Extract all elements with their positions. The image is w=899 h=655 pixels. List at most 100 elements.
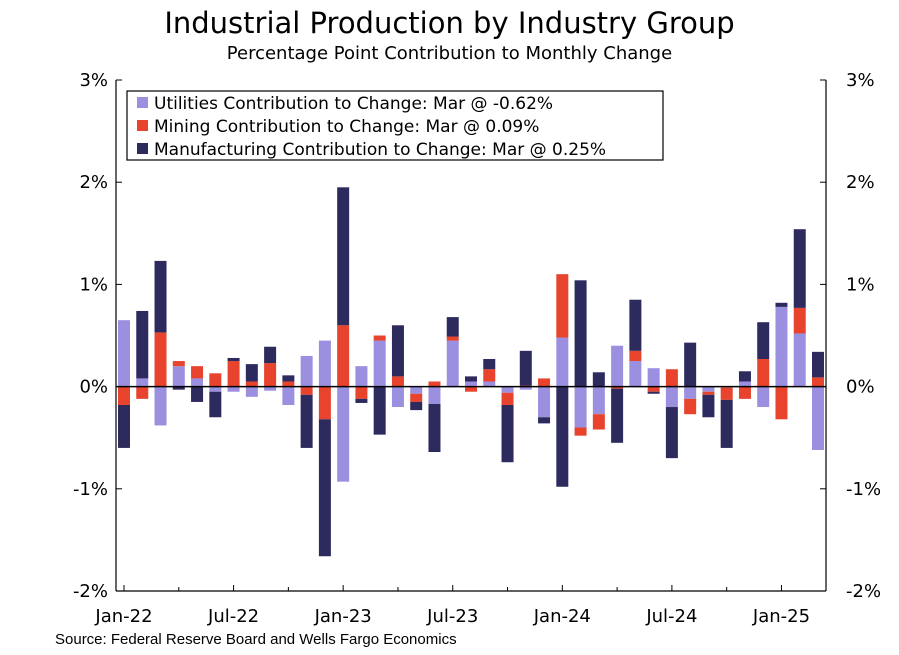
bar-series1-Jun-23 [428, 381, 441, 387]
axes-group: -2% -2% -1% -1% 0% 0% 1% 1% 2% 2% 3% 3% Jan-22 Jul-22… [73, 70, 881, 627]
y-tick-label-left: -1% [73, 479, 108, 500]
bar-series2-Mar-22 [154, 260, 167, 333]
bar-series0-May-22 [191, 378, 204, 387]
bar-series0-Jul-22 [227, 386, 240, 392]
bar-series0-Sep-22 [264, 386, 277, 391]
x-tick-label: Jan-23 [314, 606, 372, 627]
y-tick-label-right: 0% [846, 377, 875, 398]
y-tick-label-right: 1% [846, 274, 875, 295]
bar-series2-Jan-22 [118, 405, 130, 448]
bar-series0-Aug-24 [684, 386, 697, 399]
x-tick-label: Jul-24 [645, 606, 697, 627]
y-tick-label-left: 0% [79, 377, 108, 398]
bar-series2-Dec-22 [318, 419, 331, 557]
bar-series0-Dec-24 [757, 386, 770, 408]
bar-series0-May-23 [410, 386, 423, 394]
bar-series2-Jul-23 [446, 317, 459, 337]
legend-label-2: Manufacturing Contribution to Change: Ma… [154, 140, 606, 160]
bar-series0-Jan-24 [556, 337, 569, 387]
x-tick-label: Jan-22 [94, 606, 152, 627]
bar-series2-Oct-23 [501, 405, 514, 463]
bar-series2-Aug-24 [684, 342, 697, 387]
bar-series0-Dec-22 [318, 340, 331, 387]
bar-series0-Sep-24 [702, 386, 715, 392]
bar-series0-Apr-23 [391, 386, 404, 408]
bar-series1-Jul-22 [227, 361, 240, 387]
bar-series2-Oct-24 [720, 399, 733, 448]
bar-series0-Mar-24 [592, 386, 605, 415]
bar-series1-Sep-24 [702, 391, 715, 395]
bar-series1-Sep-22 [264, 363, 277, 387]
bar-series1-Aug-24 [684, 398, 697, 415]
bar-series1-Apr-24 [611, 386, 624, 389]
bar-series1-Aug-23 [465, 386, 477, 392]
legend: Utilities Contribution to Change: Mar @ … [126, 90, 664, 161]
bar-series2-Aug-23 [465, 376, 477, 382]
bar-series2-Apr-22 [172, 386, 185, 390]
bar-series2-Feb-22 [136, 310, 149, 379]
y-tick-label-left: 2% [79, 172, 108, 193]
y-tick-label-right: 2% [846, 172, 875, 193]
bar-series2-Apr-23 [391, 325, 404, 377]
source-note: Source: Federal Reserve Board and Wells … [55, 631, 457, 648]
x-tick-label: Jan-24 [533, 606, 591, 627]
bar-series2-Sep-23 [483, 359, 496, 370]
bar-series0-Nov-23 [519, 386, 532, 390]
bar-series2-Oct-22 [282, 375, 295, 382]
bar-series2-Mar-23 [373, 386, 386, 435]
bar-series1-Oct-23 [501, 392, 514, 405]
bar-series2-Apr-24 [611, 388, 624, 443]
bar-series1-Oct-22 [282, 381, 295, 387]
bar-series2-May-23 [410, 401, 423, 411]
bar-series1-Jan-24 [556, 274, 569, 338]
y-tick-label-left: 1% [79, 274, 108, 295]
bar-series1-Nov-24 [738, 386, 751, 399]
bar-series1-Nov-22 [300, 386, 313, 395]
bar-series0-Jul-24 [665, 386, 678, 408]
y-tick-label-left: -2% [73, 581, 108, 602]
bar-series1-Feb-24 [574, 427, 587, 436]
bar-series1-Jun-24 [647, 386, 660, 392]
bar-series1-Apr-22 [172, 361, 185, 367]
bar-series0-Jan-25 [775, 306, 788, 387]
bar-series2-Jun-23 [428, 403, 441, 452]
bar-series1-Feb-23 [355, 386, 368, 399]
bar-series1-Oct-24 [720, 387, 733, 400]
bar-series1-Jan-22 [118, 386, 130, 405]
bar-series0-Apr-24 [611, 345, 624, 387]
legend-label-0: Utilities Contribution to Change: Mar @ … [154, 94, 553, 114]
bar-series0-Mar-25 [812, 386, 824, 450]
bar-series0-Jan-22 [118, 320, 130, 387]
bar-series2-Nov-22 [300, 394, 313, 448]
bar-series2-Feb-23 [355, 398, 368, 403]
legend-swatch-1 [137, 120, 148, 131]
bar-series1-Feb-25 [793, 307, 806, 334]
legend-swatch-0 [137, 97, 148, 108]
y-tick-label-right: -1% [846, 479, 881, 500]
bar-series0-Jun-24 [647, 368, 660, 387]
bar-series0-Dec-23 [538, 386, 551, 418]
bar-series1-Mar-22 [154, 332, 167, 387]
bar-series0-Nov-24 [738, 381, 751, 387]
bar-series1-May-23 [410, 393, 423, 402]
bar-series0-Jun-23 [428, 386, 441, 404]
bar-series2-Jan-23 [337, 187, 350, 326]
bar-series2-Feb-24 [574, 280, 587, 387]
chart-subtitle: Percentage Point Contribution to Monthly… [226, 43, 673, 64]
bar-series1-Jul-24 [665, 369, 678, 387]
bar-series1-Mar-23 [373, 335, 386, 341]
bar-series0-Mar-22 [154, 386, 167, 426]
bar-series1-Sep-23 [483, 369, 496, 382]
bar-series2-Jan-25 [775, 302, 788, 307]
bar-series2-Jun-22 [209, 391, 222, 418]
bar-series2-May-24 [629, 299, 642, 351]
bar-series0-Apr-22 [172, 366, 185, 387]
bar-series1-Dec-24 [757, 359, 770, 387]
bar-series2-Feb-25 [793, 229, 806, 308]
bar-series2-Jun-24 [647, 391, 660, 394]
bar-series1-Dec-22 [318, 386, 331, 420]
bar-series1-Jan-23 [337, 325, 350, 387]
y-tick-label-right: -2% [846, 581, 881, 602]
bar-series1-May-22 [191, 366, 204, 379]
